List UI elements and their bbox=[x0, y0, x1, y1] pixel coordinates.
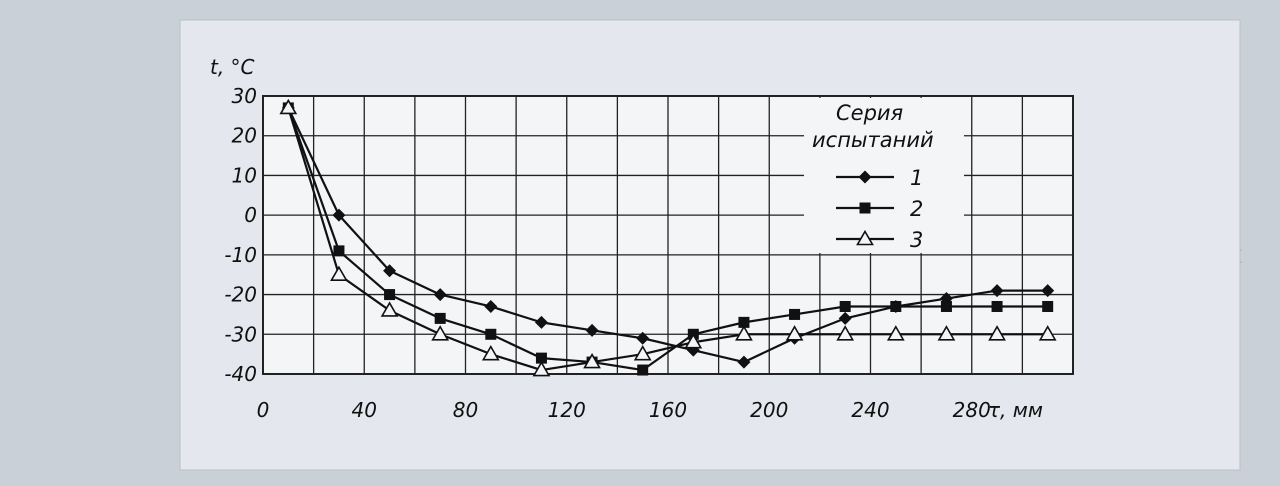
x-tick-label: 240 bbox=[851, 398, 889, 422]
x-tick-label: 280 bbox=[953, 398, 991, 422]
series-3-point bbox=[836, 325, 855, 341]
y-tick-label: 30 bbox=[232, 84, 257, 108]
x-tick-label: 120 bbox=[548, 398, 586, 422]
series-1-point bbox=[383, 264, 397, 278]
series-1-point bbox=[990, 284, 1004, 298]
series-2-point bbox=[637, 364, 649, 376]
legend-background bbox=[804, 98, 964, 253]
series-3-point bbox=[988, 325, 1006, 341]
legend-marker bbox=[858, 170, 872, 184]
series-3-point bbox=[330, 265, 348, 282]
series-2-point bbox=[789, 308, 801, 320]
legend-marker bbox=[856, 229, 874, 246]
series-1 bbox=[281, 101, 1055, 369]
series-1-point bbox=[838, 311, 852, 325]
series-3-point bbox=[684, 333, 703, 349]
series-1-point bbox=[484, 299, 498, 313]
series-1-line bbox=[287, 107, 1048, 364]
series-2-point bbox=[333, 245, 345, 257]
y-axis-title: t, °C bbox=[210, 55, 255, 79]
series-1-point bbox=[433, 288, 447, 302]
series-3-point bbox=[431, 325, 450, 341]
series-1-point bbox=[1041, 284, 1055, 298]
series-2-point bbox=[890, 300, 902, 312]
series-2-point bbox=[1042, 300, 1054, 312]
series-1-point bbox=[585, 323, 599, 337]
series-3 bbox=[279, 98, 1057, 377]
x-tick-label: 200 bbox=[750, 398, 788, 422]
series-2-point bbox=[839, 300, 851, 312]
y-tick-label: 10 bbox=[232, 163, 257, 187]
legend-item-3: 3 bbox=[836, 228, 923, 252]
series-2-point bbox=[535, 352, 547, 364]
series-1-point bbox=[534, 315, 548, 329]
series-2-point bbox=[434, 312, 446, 324]
x-tick-label: 80 bbox=[453, 398, 478, 422]
legend-label: 2 bbox=[910, 197, 923, 221]
series-1-point bbox=[737, 355, 751, 369]
series-3-point bbox=[785, 325, 804, 341]
series-3-point bbox=[1038, 325, 1057, 341]
series-2-point bbox=[738, 316, 750, 328]
series-3-point bbox=[481, 345, 500, 361]
y-tick-label: -20 bbox=[224, 283, 257, 307]
legend-items: 1 2 3 bbox=[836, 166, 923, 252]
legend-label: 1 bbox=[910, 166, 923, 190]
series-3-point bbox=[279, 98, 298, 115]
x-tick-label: 160 bbox=[649, 398, 687, 422]
series-3-point bbox=[380, 301, 399, 317]
y-tick-label: -40 bbox=[224, 362, 257, 386]
y-tick-label: 0 bbox=[244, 203, 257, 227]
y-tick-label: -30 bbox=[224, 322, 257, 346]
series-2-line bbox=[287, 107, 1048, 372]
series-2-point bbox=[485, 328, 497, 340]
legend-title-line1: Серия bbox=[836, 101, 903, 125]
legend-marker bbox=[859, 202, 871, 214]
series-1-point bbox=[332, 208, 346, 222]
x-axis-ticks: 0 40 80 120 160 200 240 280 bbox=[257, 398, 991, 422]
legend-title-line2: испытаний bbox=[812, 128, 934, 152]
y-axis-ticks: 30 20 10 0 -10 -20 -30 -40 bbox=[224, 84, 257, 386]
series-layer bbox=[279, 98, 1057, 377]
legend-item-2: 2 bbox=[836, 197, 923, 221]
series-2-point bbox=[940, 300, 952, 312]
series-3-point bbox=[735, 325, 753, 341]
series-2-point bbox=[991, 300, 1003, 312]
series-3-point bbox=[633, 345, 652, 361]
legend: Серия испытаний 1 2 3 bbox=[804, 98, 964, 253]
series-3-point bbox=[583, 352, 601, 369]
series-2-point bbox=[384, 289, 396, 301]
y-tick-label: -10 bbox=[224, 243, 257, 267]
series-3-point bbox=[937, 325, 956, 341]
legend-label: 3 bbox=[910, 228, 923, 252]
x-tick-label: 0 bbox=[257, 398, 270, 422]
series-1-point bbox=[636, 331, 650, 345]
x-tick-label: 40 bbox=[352, 398, 377, 422]
series-3-point bbox=[886, 325, 905, 341]
legend-item-1: 1 bbox=[836, 166, 923, 190]
series-3-point bbox=[532, 360, 551, 377]
y-tick-label: 20 bbox=[232, 124, 257, 148]
x-axis-title: τ, мм bbox=[988, 398, 1043, 422]
series-3-line bbox=[287, 107, 1048, 372]
